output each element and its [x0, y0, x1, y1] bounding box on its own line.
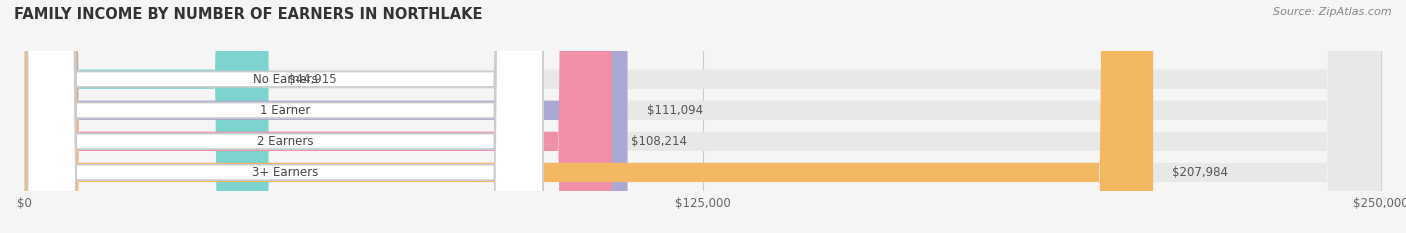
FancyBboxPatch shape — [25, 0, 1381, 233]
Text: $44,915: $44,915 — [288, 73, 336, 86]
FancyBboxPatch shape — [25, 0, 1153, 233]
Text: 2 Earners: 2 Earners — [257, 135, 314, 148]
Text: 3+ Earners: 3+ Earners — [252, 166, 318, 179]
FancyBboxPatch shape — [25, 0, 1381, 233]
Text: $108,214: $108,214 — [631, 135, 688, 148]
FancyBboxPatch shape — [25, 0, 1381, 233]
FancyBboxPatch shape — [25, 0, 627, 233]
Text: 1 Earner: 1 Earner — [260, 104, 311, 117]
Text: $111,094: $111,094 — [647, 104, 703, 117]
FancyBboxPatch shape — [28, 0, 543, 233]
FancyBboxPatch shape — [25, 0, 612, 233]
Text: No Earners: No Earners — [253, 73, 318, 86]
FancyBboxPatch shape — [28, 0, 543, 233]
Text: $207,984: $207,984 — [1173, 166, 1229, 179]
FancyBboxPatch shape — [28, 0, 543, 233]
FancyBboxPatch shape — [28, 0, 543, 233]
Text: Source: ZipAtlas.com: Source: ZipAtlas.com — [1274, 7, 1392, 17]
FancyBboxPatch shape — [25, 0, 269, 233]
FancyBboxPatch shape — [25, 0, 1381, 233]
Text: FAMILY INCOME BY NUMBER OF EARNERS IN NORTHLAKE: FAMILY INCOME BY NUMBER OF EARNERS IN NO… — [14, 7, 482, 22]
